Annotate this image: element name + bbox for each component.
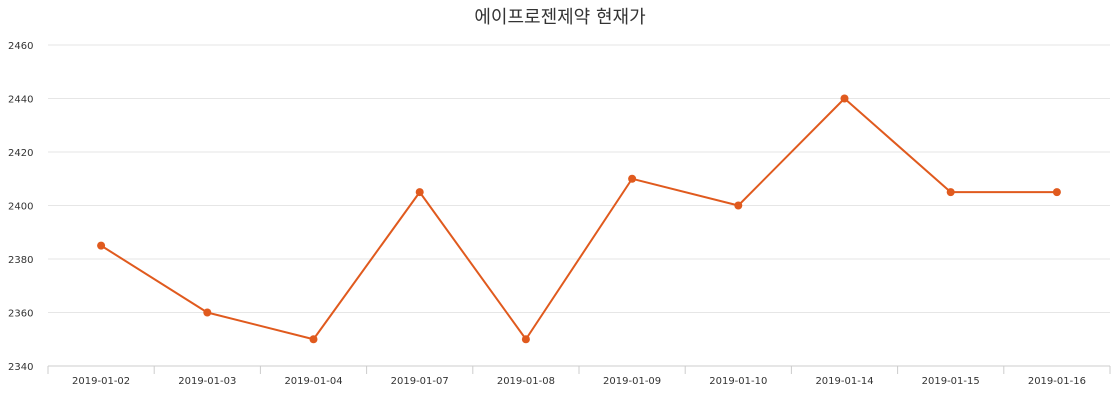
y-tick-label: 2440 bbox=[8, 95, 33, 106]
x-tick-label: 2019-01-16 bbox=[1028, 376, 1086, 387]
data-point[interactable] bbox=[628, 174, 637, 183]
y-tick-label: 2400 bbox=[8, 202, 33, 213]
x-tick-label: 2019-01-08 bbox=[497, 376, 555, 387]
data-point[interactable] bbox=[203, 308, 212, 317]
data-point[interactable] bbox=[946, 188, 955, 197]
data-point[interactable] bbox=[309, 335, 318, 344]
y-tick-label: 2360 bbox=[8, 309, 33, 320]
x-tick-label: 2019-01-04 bbox=[284, 376, 342, 387]
x-axis: 2019-01-02 2019-01-03 2019-01-04 2019-01-07… bbox=[47, 365, 1111, 387]
chart-title: 에이프로젠제약 현재가 bbox=[474, 7, 645, 28]
y-axis: 2340 2360 2380 2400 2420 2440 2460 bbox=[8, 41, 33, 373]
x-tick-label: 2019-01-03 bbox=[178, 376, 236, 387]
y-tick-label: 2340 bbox=[8, 362, 33, 373]
series-line bbox=[100, 97, 1057, 341]
x-tick-label: 2019-01-10 bbox=[709, 376, 767, 387]
series-layer bbox=[97, 94, 1061, 344]
data-point[interactable] bbox=[1052, 188, 1061, 197]
x-tick-label: 2019-01-02 bbox=[72, 376, 130, 387]
data-point[interactable] bbox=[97, 241, 106, 250]
x-tick-label: 2019-01-14 bbox=[815, 376, 873, 387]
x-tick-label: 2019-01-07 bbox=[391, 376, 449, 387]
data-point[interactable] bbox=[415, 188, 424, 197]
x-tick-label: 2019-01-09 bbox=[603, 376, 661, 387]
data-point[interactable] bbox=[521, 335, 530, 344]
y-tick-label: 2380 bbox=[8, 255, 33, 266]
data-point[interactable] bbox=[734, 201, 743, 210]
grid-lines bbox=[48, 44, 1110, 313]
y-tick-label: 2420 bbox=[8, 148, 33, 159]
y-tick-label: 2460 bbox=[8, 41, 33, 52]
data-point[interactable] bbox=[840, 94, 849, 103]
x-tick-label: 2019-01-15 bbox=[922, 376, 980, 387]
